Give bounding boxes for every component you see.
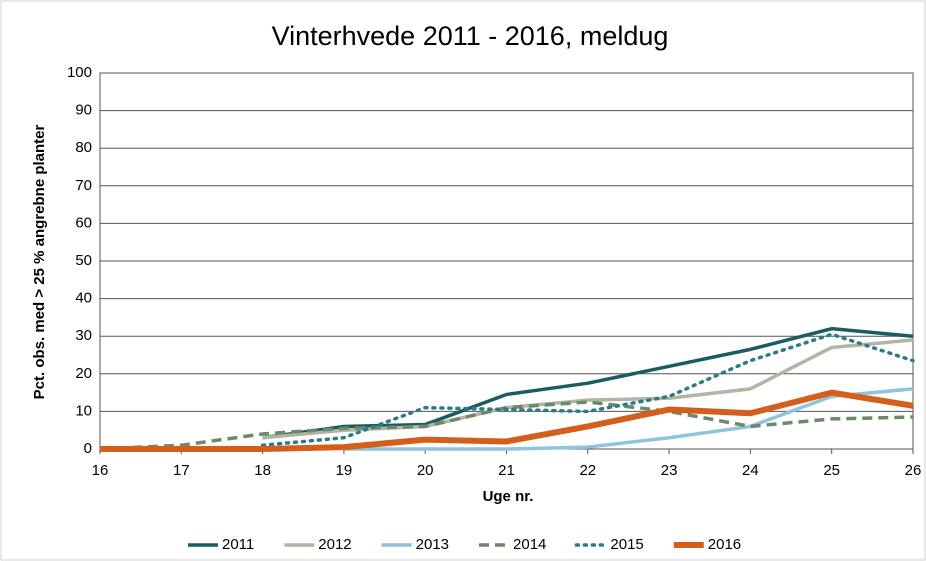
legend-label: 2015	[610, 536, 643, 553]
y-tick-label: 40	[75, 290, 92, 307]
x-tick-label: 23	[661, 462, 678, 479]
series-line	[262, 326, 914, 440]
legend-label: 2016	[708, 536, 741, 553]
y-tick-label: 0	[84, 440, 92, 457]
y-tick-label: 100	[67, 64, 92, 81]
x-tick-label: 21	[498, 462, 515, 479]
legend-label: 2012	[318, 536, 351, 553]
y-tick-label: 10	[75, 402, 92, 419]
series-line	[260, 332, 915, 447]
legend-label: 2014	[513, 536, 546, 553]
x-tick-label: 20	[417, 462, 434, 479]
y-axis-title: Pct. obs. med > 25 % angrebne planter	[31, 125, 48, 400]
y-tick-label: 30	[75, 327, 92, 344]
legend-label: 2013	[416, 536, 449, 553]
y-tick-label: 60	[75, 214, 92, 231]
series-line	[100, 389, 914, 452]
x-tick-label: 24	[742, 462, 759, 479]
x-tick-label: 26	[905, 462, 922, 479]
series-line	[99, 400, 914, 451]
x-tick-label: 16	[92, 462, 109, 479]
x-tick-label: 18	[254, 462, 271, 479]
legend-label: 2011	[222, 536, 254, 553]
chart-title: Vinterhvede 2011 - 2016, meldug	[272, 21, 669, 51]
y-tick-label: 70	[75, 177, 92, 194]
y-tick-label: 80	[75, 139, 92, 156]
y-tick-label: 50	[75, 252, 92, 269]
x-axis-title: Uge nr.	[483, 488, 534, 505]
x-tick-label: 22	[579, 462, 596, 479]
series-line	[343, 387, 914, 451]
y-tick-label: 90	[75, 102, 92, 119]
y-tick-label: 20	[75, 365, 92, 382]
x-tick-label: 25	[823, 462, 840, 479]
x-tick-label: 17	[173, 462, 190, 479]
x-tick-label: 19	[336, 462, 353, 479]
